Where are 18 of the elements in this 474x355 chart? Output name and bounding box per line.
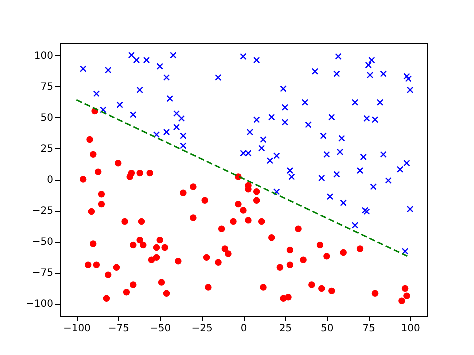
x-tick-label: −100 <box>63 324 91 334</box>
x-tick-label: 25 <box>279 324 292 334</box>
y-tick-label: −100 <box>26 299 54 310</box>
x-tick-label: 75 <box>362 324 376 334</box>
y-tick-label: 25 <box>40 144 54 155</box>
y-tick-label: 0 <box>47 175 54 186</box>
y-tick-label: −25 <box>32 206 54 218</box>
x-tick-label: −25 <box>192 324 213 334</box>
x-tick-label: −50 <box>150 324 172 334</box>
x-tick-label: 100 <box>401 324 420 334</box>
x-tick-label: 50 <box>321 324 334 334</box>
y-tick-label: 75 <box>40 82 54 93</box>
y-tick-label: −75 <box>32 268 54 280</box>
y-tick-label: −50 <box>32 237 54 248</box>
y-tick-label: 100 <box>34 50 54 62</box>
y-tick-label: 50 <box>40 112 54 124</box>
x-tick-label: −75 <box>108 324 130 334</box>
x-tick-label: 0 <box>240 324 248 334</box>
